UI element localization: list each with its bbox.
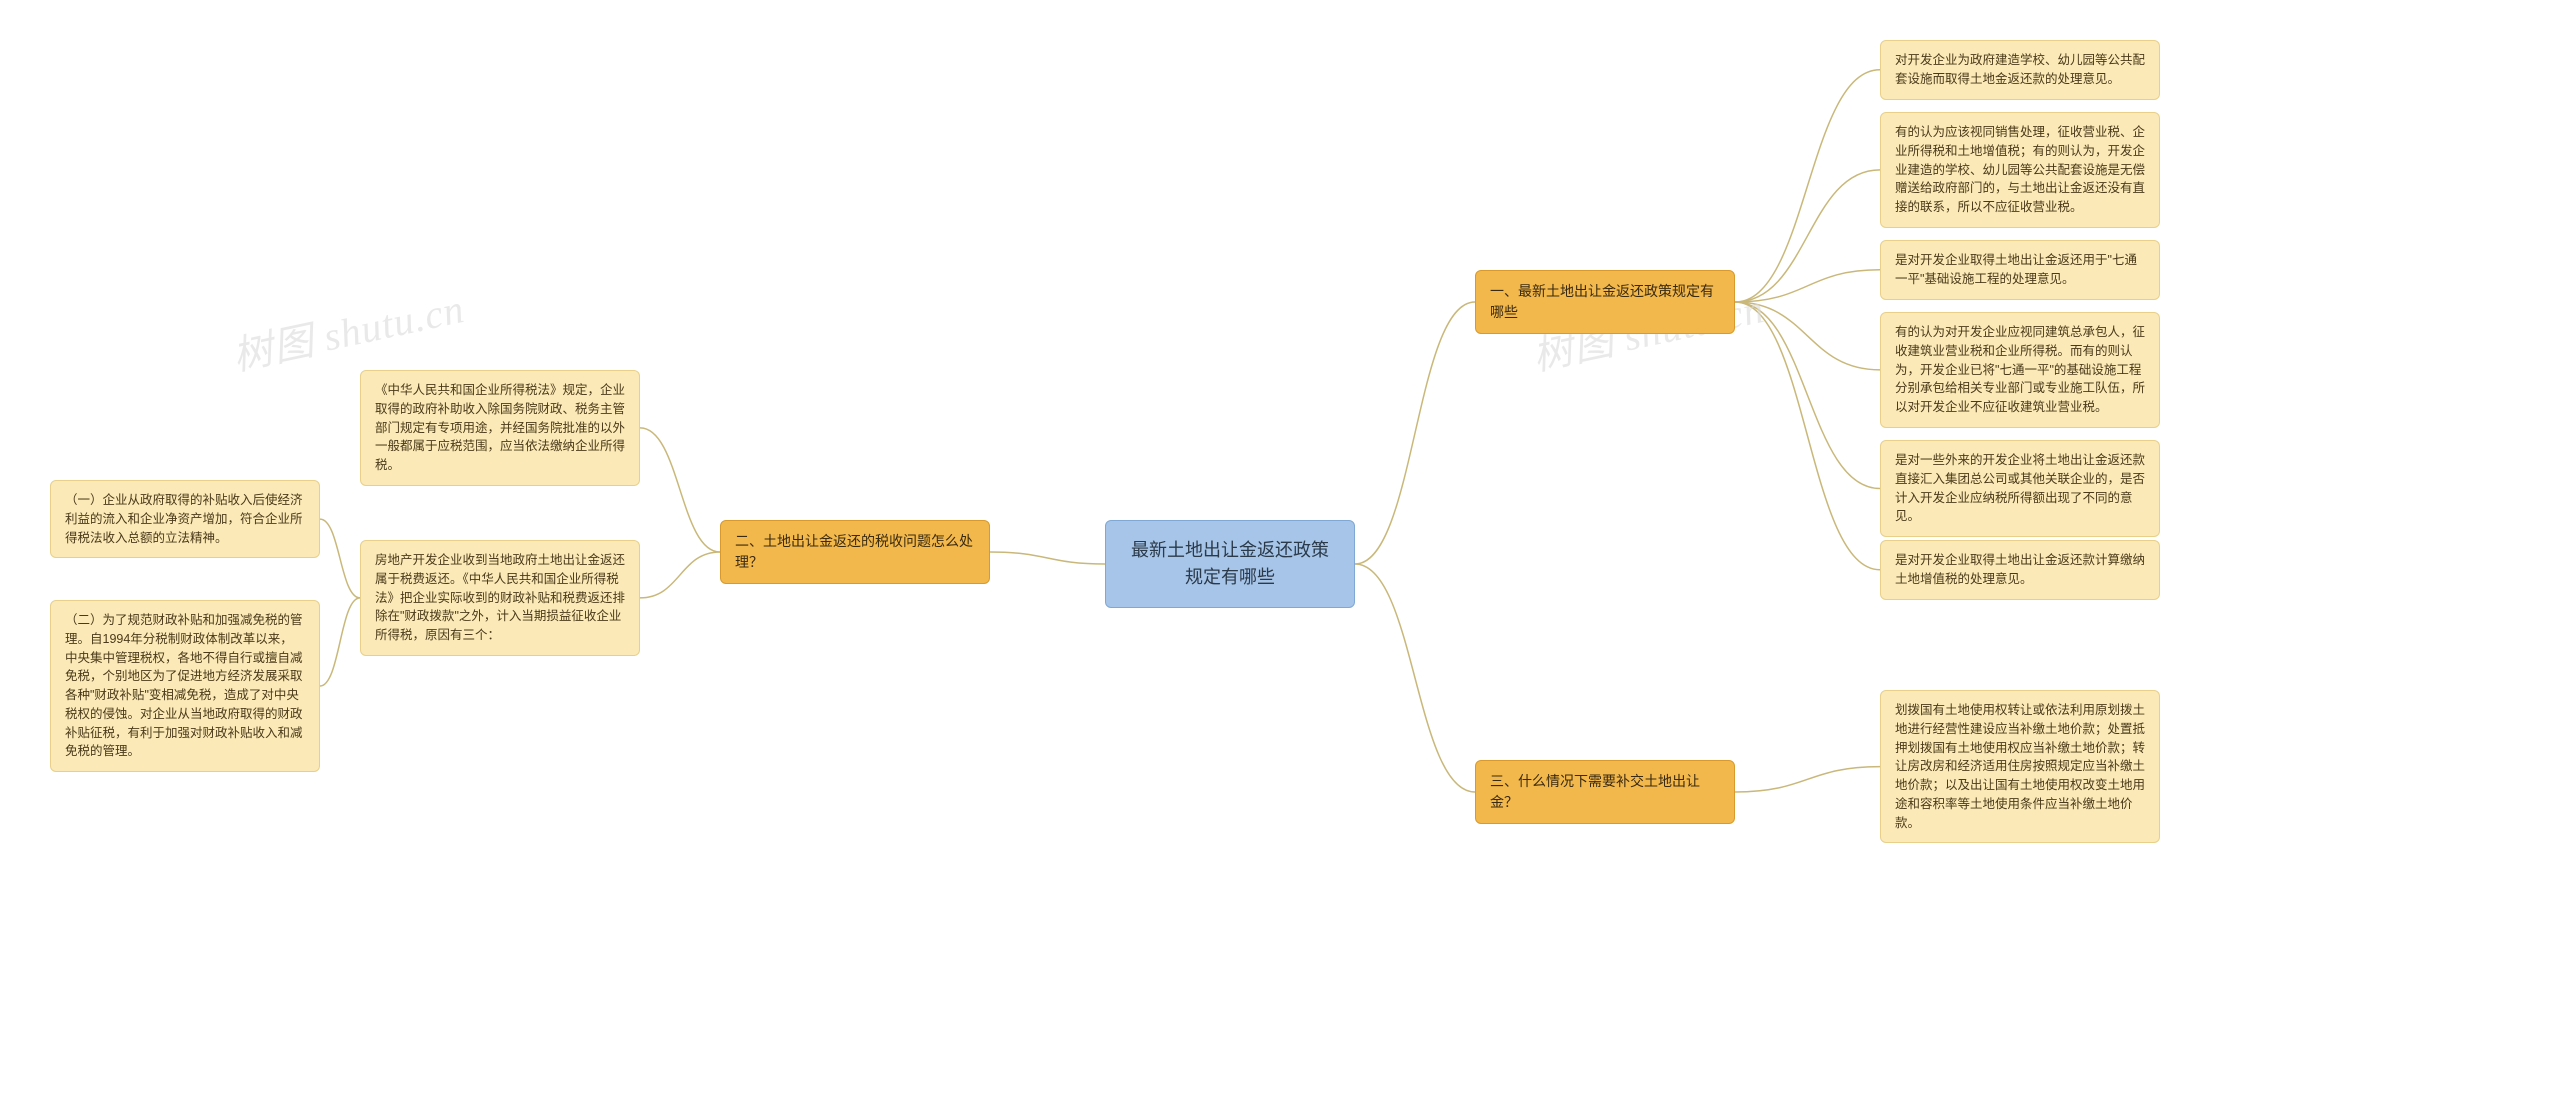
leaf-b2l2c1: （一）企业从政府取得的补贴收入后使经济利益的流入和企业净资产增加，符合企业所得税…	[50, 480, 320, 558]
leaf-b1l2: 有的认为应该视同销售处理，征收营业税、企业所得税和土地增值税；有的则认为，开发企…	[1880, 112, 2160, 228]
leaf-b1l6: 是对开发企业取得土地出让金返还款计算缴纳土地增值税的处理意见。	[1880, 540, 2160, 600]
leaf-b1l3: 是对开发企业取得土地出让金返还用于"七通一平"基础设施工程的处理意见。	[1880, 240, 2160, 300]
watermark-1: 树图 shutu.cn	[227, 276, 469, 382]
branch-b2: 二、土地出让金返还的税收问题怎么处理？	[720, 520, 990, 584]
leaf-b1l1: 对开发企业为政府建造学校、幼儿园等公共配套设施而取得土地金返还款的处理意见。	[1880, 40, 2160, 100]
leaf-b2l2c2: （二）为了规范财政补贴和加强减免税的管理。自1994年分税制财政体制改革以来，中…	[50, 600, 320, 772]
branch-b3: 三、什么情况下需要补交土地出让金？	[1475, 760, 1735, 824]
leaf-b2l1: 《中华人民共和国企业所得税法》规定，企业取得的政府补助收入除国务院财政、税务主管…	[360, 370, 640, 486]
leaf-b2l2: 房地产开发企业收到当地政府土地出让金返还属于税费返还。《中华人民共和国企业所得税…	[360, 540, 640, 656]
branch-b1: 一、最新土地出让金返还政策规定有哪些	[1475, 270, 1735, 334]
mindmap-root: 最新土地出让金返还政策规定有哪些	[1105, 520, 1355, 608]
leaf-b1l4: 有的认为对开发企业应视同建筑总承包人，征收建筑业营业税和企业所得税。而有的则认为…	[1880, 312, 2160, 428]
leaf-b3l1: 划拨国有土地使用权转让或依法利用原划拨土地进行经营性建设应当补缴土地价款；处置抵…	[1880, 690, 2160, 843]
leaf-b1l5: 是对一些外来的开发企业将土地出让金返还款直接汇入集团总公司或其他关联企业的，是否…	[1880, 440, 2160, 537]
